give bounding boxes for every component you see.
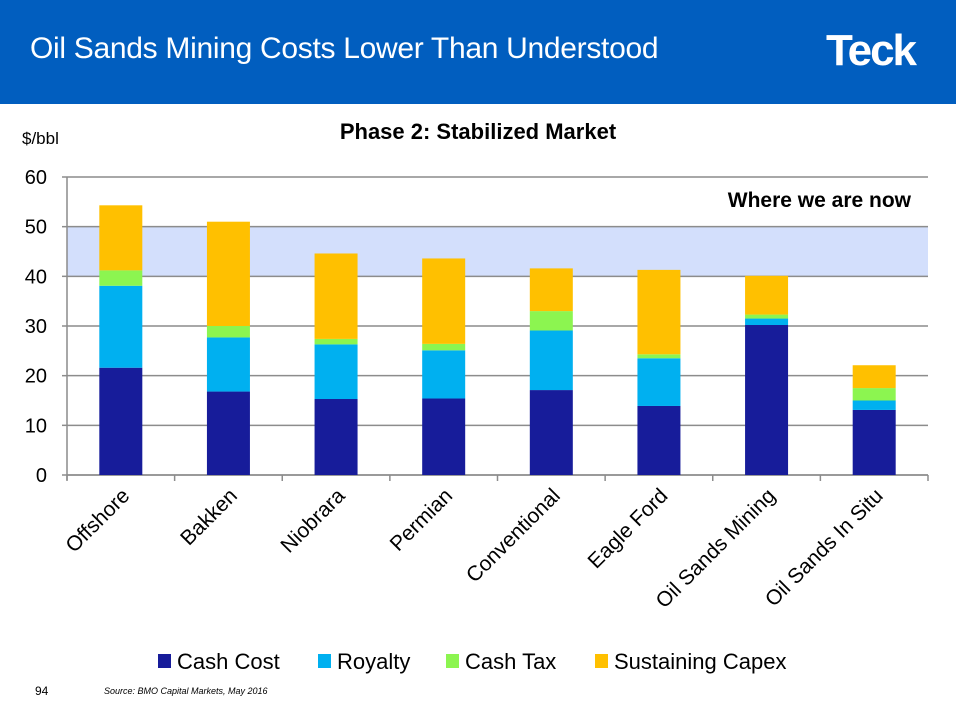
bar-segment-sustaining-capex	[637, 269, 681, 355]
y-tick-label: 50	[25, 217, 47, 239]
legend-swatch-cash-cost	[158, 654, 171, 668]
bar-segment-sustaining-capex	[529, 268, 573, 312]
legend-label: Cash Cost	[177, 649, 280, 674]
y-tick-label: 10	[25, 415, 47, 437]
bar-segment-cash-cost	[99, 367, 143, 475]
legend-swatch-cash-tax	[446, 654, 459, 668]
bar-segment-sustaining-capex	[99, 205, 143, 271]
bar-segment-cash-cost	[637, 405, 681, 475]
bar-segment-cash-tax	[745, 314, 789, 319]
bar-segment-cash-cost	[422, 398, 466, 475]
legend-swatch-sustaining-capex	[595, 654, 608, 668]
bar-segment-cash-tax	[852, 388, 896, 401]
x-tick-label: Permian	[386, 484, 458, 556]
y-tick-label: 60	[25, 167, 47, 189]
x-tick-label: Niobrara	[276, 484, 349, 557]
bar-segment-royalty	[99, 285, 143, 368]
x-tick-label: Oil Sands In Situ	[761, 484, 888, 611]
bar-segment-cash-tax	[529, 311, 573, 331]
x-tick-label: Offshore	[61, 484, 134, 557]
chart-title: Phase 2: Stabilized Market	[340, 119, 617, 144]
legend-label: Sustaining Capex	[614, 649, 786, 674]
bar-segment-cash-cost	[529, 390, 573, 475]
bar-segment-cash-tax	[637, 354, 681, 359]
bar-segment-cash-tax	[206, 326, 250, 338]
band-annotation: Where we are now	[728, 189, 912, 212]
y-tick-label: 20	[25, 366, 47, 388]
bar-segment-royalty	[745, 318, 789, 326]
y-tick-label: 30	[25, 316, 47, 338]
page-number: 94	[35, 684, 49, 698]
bar-segment-sustaining-capex	[206, 221, 250, 326]
bar-segment-royalty	[314, 344, 358, 400]
bar-segment-cash-cost	[745, 325, 789, 475]
bar-segment-royalty	[637, 358, 681, 406]
bar-segment-cash-cost	[206, 391, 250, 475]
legend-swatch-royalty	[318, 654, 331, 668]
bar-segment-cash-cost	[852, 409, 896, 475]
y-axis-label: $/bbl	[22, 129, 59, 148]
bar-segment-sustaining-capex	[852, 365, 896, 389]
bar-segment-sustaining-capex	[422, 258, 466, 344]
teck-logo: Teck	[826, 26, 917, 75]
bar-segment-sustaining-capex	[745, 275, 789, 315]
bar-segment-cash-cost	[314, 399, 358, 475]
legend-label: Cash Tax	[465, 649, 556, 674]
y-tick-label: 0	[36, 465, 47, 487]
x-tick-label: Conventional	[462, 484, 565, 587]
x-tick-label: Bakken	[176, 484, 242, 550]
highlight-band	[67, 226, 928, 277]
bar-segment-royalty	[852, 400, 896, 410]
bar-segment-cash-tax	[314, 338, 358, 345]
bar-segment-sustaining-capex	[314, 253, 358, 339]
x-tick-label: Eagle Ford	[584, 484, 673, 573]
slide-title: Oil Sands Mining Costs Lower Than Unders…	[30, 32, 659, 65]
bar-segment-cash-tax	[422, 343, 466, 351]
bar-segment-royalty	[422, 350, 466, 399]
bar-segment-cash-tax	[99, 270, 143, 286]
x-tick-label: Oil Sands Mining	[652, 484, 781, 613]
bar-segment-royalty	[206, 337, 250, 392]
legend-label: Royalty	[337, 649, 410, 674]
source-note: Source: BMO Capital Markets, May 2016	[104, 686, 268, 696]
bar-segment-royalty	[529, 330, 573, 391]
y-tick-label: 40	[25, 266, 47, 288]
header-bar: Oil Sands Mining Costs Lower Than Unders…	[0, 0, 956, 104]
